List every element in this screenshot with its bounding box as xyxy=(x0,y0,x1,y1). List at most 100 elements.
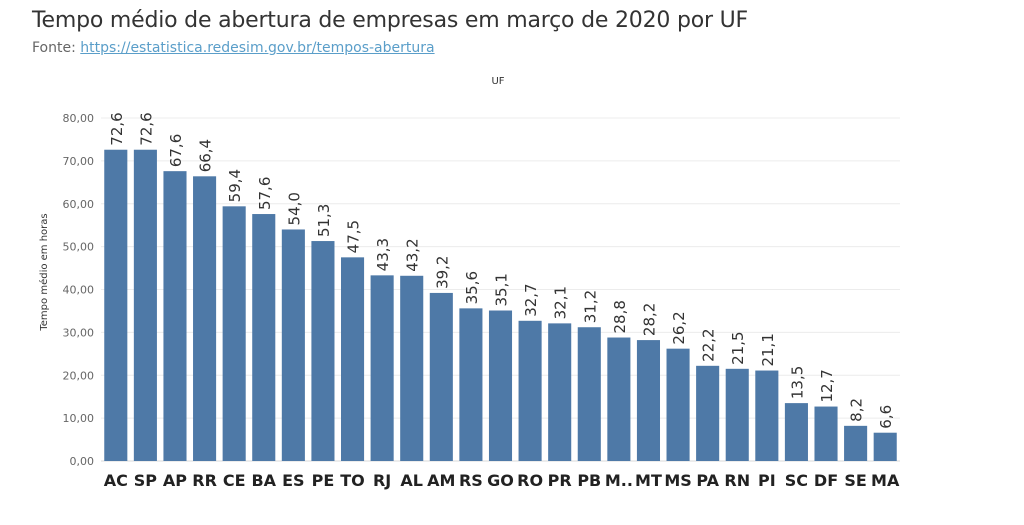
x-tick-label: SP xyxy=(134,471,158,490)
bar-pr[interactable] xyxy=(548,323,572,461)
x-tick-label: PI xyxy=(758,471,776,490)
bar-pa[interactable] xyxy=(696,365,720,461)
data-label: 72,6 xyxy=(137,112,155,145)
data-label: 35,1 xyxy=(493,273,511,306)
bar-es[interactable] xyxy=(281,229,305,461)
x-tick-label: SC xyxy=(785,471,808,490)
bar-se[interactable] xyxy=(844,425,868,461)
chart-title: Tempo médio de abertura de empresas em m… xyxy=(32,8,748,33)
bar-df[interactable] xyxy=(814,406,838,461)
bar-sc[interactable] xyxy=(784,403,808,461)
data-label: 67,6 xyxy=(167,134,185,167)
y-tick-label: 10,00 xyxy=(63,412,95,425)
source-prefix: Fonte: xyxy=(32,40,81,56)
y-tick-label: 0,00 xyxy=(70,455,95,468)
x-tick-label: M.. xyxy=(605,471,633,490)
x-tick-label: PA xyxy=(696,471,719,490)
bar-pb[interactable] xyxy=(577,327,601,461)
x-tick-label: BA xyxy=(251,471,276,490)
bar-am[interactable] xyxy=(429,292,453,461)
bar-ma[interactable] xyxy=(873,432,897,461)
bar-rr[interactable] xyxy=(193,176,217,461)
data-labels: 72,6 72,6 67,6 66,4 59,4 57,6 54,0 51,3 47,5 43,3… xyxy=(108,112,895,428)
data-label: 39,2 xyxy=(433,256,451,289)
data-label: 8,2 xyxy=(848,398,866,422)
y-axis-title: Tempo médio em horas xyxy=(38,213,50,331)
x-axis-ticks: AC SP AP RR CE BA ES PE TO RJ AL AM RS GO RO PR PB M.. MT M… xyxy=(104,471,900,490)
x-tick-label: ES xyxy=(282,471,304,490)
data-label: 72,6 xyxy=(108,112,126,145)
data-label: 47,5 xyxy=(345,220,363,253)
data-label: 31,2 xyxy=(581,290,599,323)
x-tick-label: AL xyxy=(400,471,423,490)
bar-ac[interactable] xyxy=(104,149,128,462)
data-label: 12,7 xyxy=(818,369,836,402)
y-tick-label: 30,00 xyxy=(63,326,95,339)
data-label: 28,2 xyxy=(640,303,658,336)
bar-pi[interactable] xyxy=(755,370,779,461)
bar-sp[interactable] xyxy=(133,149,157,462)
y-tick-label: 50,00 xyxy=(63,241,95,254)
x-tick-label: RO xyxy=(517,471,543,490)
data-label: 66,4 xyxy=(197,139,215,172)
x-tick-label: PR xyxy=(548,471,572,490)
x-tick-label: RN xyxy=(724,471,750,490)
x-tick-label: RJ xyxy=(373,471,391,490)
data-label: 43,3 xyxy=(374,238,392,271)
bars xyxy=(104,149,897,462)
data-label: 57,6 xyxy=(256,177,274,210)
data-label: 51,3 xyxy=(315,204,333,237)
x-tick-label: AP xyxy=(163,471,187,490)
data-label: 32,7 xyxy=(522,283,540,316)
x-tick-label: AC xyxy=(104,471,128,490)
data-label: 43,2 xyxy=(404,238,422,271)
y-tick-label: 40,00 xyxy=(63,284,95,297)
x-tick-label: PE xyxy=(312,471,335,490)
x-tick-label: MT xyxy=(635,471,662,490)
bar-ap[interactable] xyxy=(163,171,187,462)
bar-mt[interactable] xyxy=(636,340,661,461)
y-tick-label: 20,00 xyxy=(63,369,95,382)
data-label: 22,2 xyxy=(700,328,718,361)
bar-ro[interactable] xyxy=(518,320,542,461)
x-tick-label: SE xyxy=(844,471,866,490)
x-tick-label: PB xyxy=(577,471,601,490)
y-axis-ticks: 0,00 10,00 20,00 30,00 40,00 50,00 60,00 70,00 8… xyxy=(63,112,95,468)
bar-rn[interactable] xyxy=(725,368,749,461)
bar-to[interactable] xyxy=(340,257,365,461)
data-label: 13,5 xyxy=(788,366,806,399)
y-tick-label: 80,00 xyxy=(63,112,95,125)
data-label: 21,1 xyxy=(759,333,777,366)
bar-ba[interactable] xyxy=(252,214,276,461)
bar-ce[interactable] xyxy=(222,206,246,461)
bar-go[interactable] xyxy=(488,310,513,461)
x-tick-label: MS xyxy=(664,471,691,490)
source-link[interactable]: https://estatistica.redesim.gov.br/tempo… xyxy=(80,40,435,56)
x-axis-title: UF xyxy=(491,76,504,87)
data-label: 54,0 xyxy=(285,192,303,225)
x-tick-label: TO xyxy=(340,471,365,490)
bar-rj[interactable] xyxy=(370,275,394,461)
x-tick-label: CE xyxy=(223,471,246,490)
data-label: 21,5 xyxy=(729,331,747,364)
source-line: Fonte: https://estatistica.redesim.gov.b… xyxy=(32,40,435,56)
bar-pe[interactable] xyxy=(311,241,335,461)
y-tick-label: 70,00 xyxy=(63,155,95,168)
x-tick-label: GO xyxy=(487,471,514,490)
data-label: 26,2 xyxy=(670,311,688,344)
x-tick-label: MA xyxy=(871,471,900,490)
bar-al[interactable] xyxy=(400,275,424,461)
bar-rs[interactable] xyxy=(459,308,483,461)
x-tick-label: RR xyxy=(192,471,217,490)
bar-ms[interactable] xyxy=(666,348,690,461)
x-tick-label: DF xyxy=(814,471,838,490)
data-label: 35,6 xyxy=(463,271,481,304)
x-tick-label: AM xyxy=(427,471,455,490)
bar-m[interactable] xyxy=(607,337,631,461)
data-label: 59,4 xyxy=(226,169,244,202)
data-label: 28,8 xyxy=(611,300,629,333)
data-label: 32,1 xyxy=(552,286,570,319)
x-tick-label: RS xyxy=(459,471,483,490)
y-tick-label: 60,00 xyxy=(63,198,95,211)
